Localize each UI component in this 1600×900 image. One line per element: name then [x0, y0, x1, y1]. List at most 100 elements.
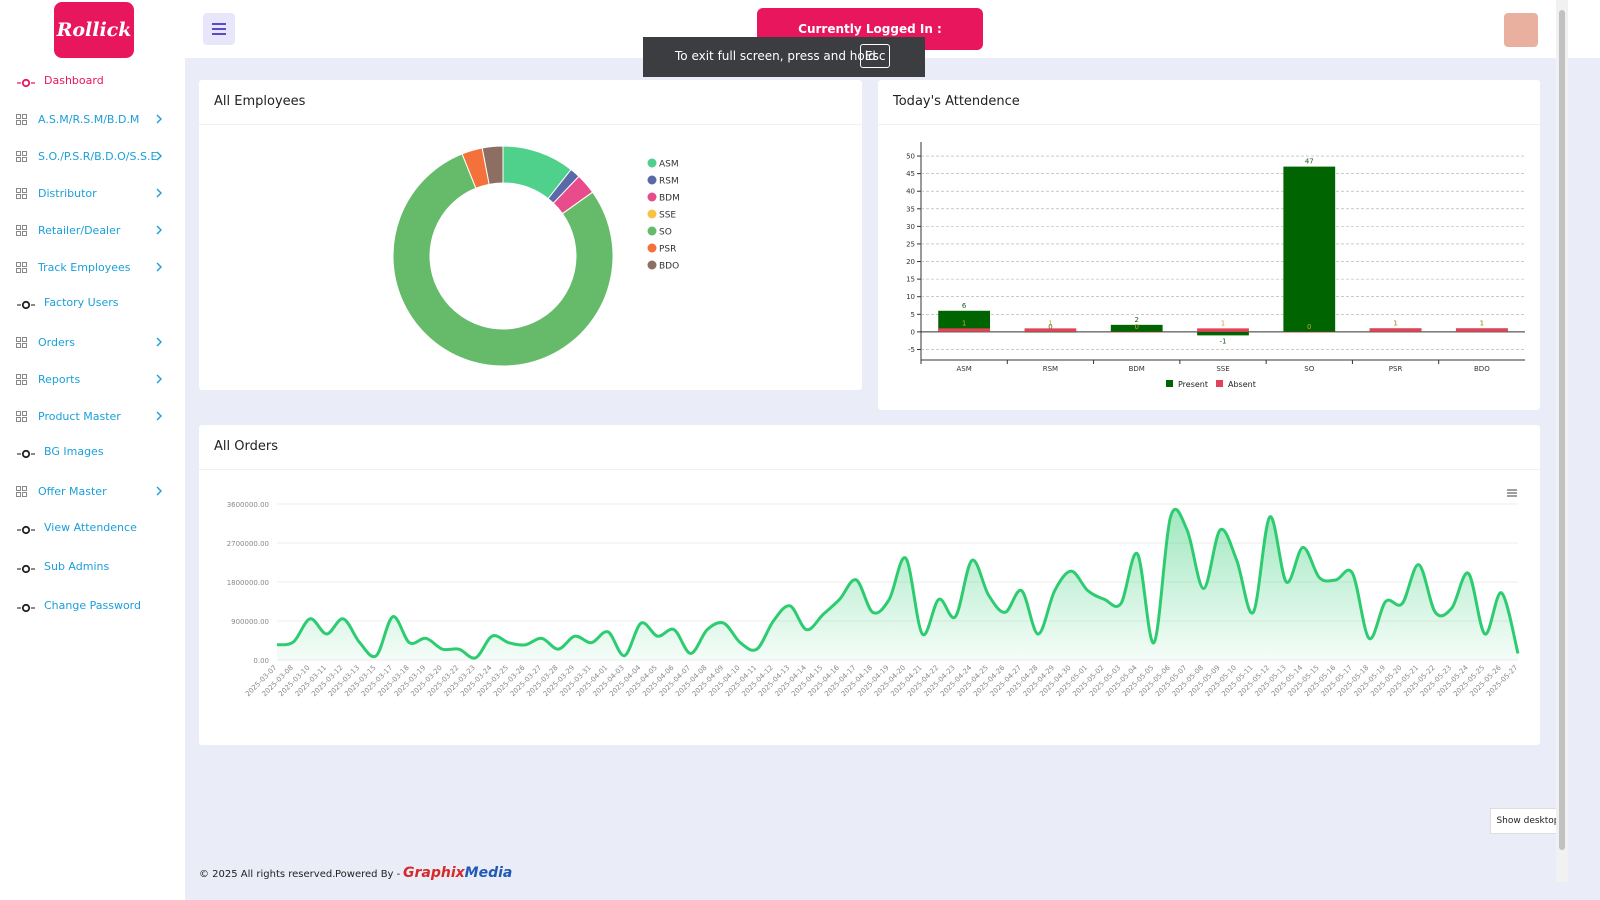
legend-swatch [1166, 380, 1173, 387]
nav-item[interactable]: Reports [0, 371, 185, 391]
data-label: 6 [962, 302, 967, 310]
powered-by: Powered By - [335, 869, 401, 880]
card-title: Today's Attendence [893, 94, 1020, 109]
x-tick-label: SSE [1216, 365, 1229, 373]
bar [1283, 166, 1336, 332]
separator [199, 124, 862, 125]
chevron [156, 411, 162, 421]
nav-item[interactable]: View Attendence [0, 519, 185, 539]
nav-item[interactable]: Sub Admins [0, 558, 185, 578]
bar [1197, 328, 1249, 332]
scroll-thumb[interactable] [1559, 10, 1565, 850]
nav-label: Factory Users [44, 296, 119, 309]
nav-label: Distributor [38, 187, 97, 200]
tooltip: Show desktop [1490, 808, 1566, 834]
legend-label: Absent [1228, 380, 1256, 389]
avatar[interactable] [1504, 13, 1538, 47]
donut-chart: ASM RSM BDM SSE SO PSR BDO [392, 145, 680, 367]
data-label: 1 [1393, 319, 1397, 327]
nav-item[interactable]: Track Employees [0, 259, 185, 279]
nav-item[interactable]: S.O./P.S.R/B.D.O/S.S.E [0, 148, 185, 168]
data-label: 0 [1048, 323, 1052, 331]
y-tick-label: 30 [906, 223, 915, 231]
y-tick-label: 45 [906, 170, 915, 178]
grid-icon [16, 114, 27, 125]
nav-item[interactable]: Offer Master [0, 483, 185, 503]
nav-item[interactable]: Product Master [0, 408, 185, 428]
nav-label: Change Password [44, 599, 141, 612]
y-tick-label: 10 [906, 293, 915, 301]
legend-label: SSE [659, 211, 676, 221]
x-tick-label: ASM [957, 365, 972, 373]
chevron [156, 114, 162, 124]
chart-menu[interactable] [1507, 489, 1517, 497]
y-tick-label: -5 [908, 346, 915, 354]
bar [1455, 328, 1508, 332]
data-label: 2 [1134, 316, 1138, 324]
data-label: -1 [1220, 337, 1227, 345]
separator [878, 124, 1540, 125]
menu-toggle[interactable] [203, 13, 235, 45]
dot-icon [17, 300, 35, 310]
chevron [156, 486, 162, 496]
data-label: 0 [1307, 323, 1311, 331]
y-tick-label: 40 [906, 188, 915, 196]
x-tick-label: RSM [1043, 365, 1058, 373]
separator [199, 469, 1540, 470]
card-title: All Orders [214, 439, 278, 454]
bar [938, 328, 991, 332]
sidebar: Rollick Dashboard A.S.M/R.S.M/B.D.M S.O.… [0, 0, 185, 900]
bar [1110, 331, 1163, 333]
attendance-card: Today's Attendence -5 0 5 10 15 20 25 30 35 40 45 5… [878, 80, 1540, 410]
bar [1283, 331, 1336, 333]
nav-item[interactable]: A.S.M/R.S.M/B.D.M [0, 111, 185, 131]
nav-label: Product Master [38, 410, 121, 423]
bar [1110, 324, 1163, 332]
y-tick-label: 3600000.00 [227, 501, 269, 509]
y-tick-label: 2700000.00 [227, 540, 269, 548]
nav-item[interactable]: Factory Users [0, 294, 185, 314]
legend-swatch [647, 260, 657, 270]
y-tick-label: 0 [911, 328, 915, 336]
data-label: 47 [1305, 158, 1314, 166]
nav-item[interactable]: Retailer/Dealer [0, 222, 185, 242]
grid-icon [16, 486, 27, 497]
x-tick-label: PSR [1389, 365, 1403, 373]
donut-slice [392, 153, 614, 367]
bar [938, 310, 991, 332]
nav-label: BG Images [44, 445, 104, 458]
chevron [156, 374, 162, 384]
area-chart: 0.00 900000.00 1800000.00 2700000.00 3600000… [227, 489, 1520, 698]
grid-icon [16, 337, 27, 348]
data-label: 0 [1134, 323, 1138, 331]
nav-item[interactable]: Change Password [0, 597, 185, 617]
grid-icon [16, 188, 27, 199]
notice-key: Esc [860, 44, 891, 68]
legend-label: SO [659, 228, 672, 238]
vendor-logo[interactable]: GraphixMedia [403, 865, 512, 881]
nav-item[interactable]: Orders [0, 334, 185, 354]
bar [1024, 328, 1077, 332]
x-tick-label: BDO [1474, 365, 1490, 373]
data-label: 1 [1393, 319, 1397, 327]
x-tick-label: SO [1304, 365, 1314, 373]
dot-icon [17, 78, 35, 88]
y-tick-label: 0.00 [253, 657, 269, 665]
bar [1369, 328, 1422, 332]
nav-item[interactable]: Dashboard [0, 72, 185, 92]
y-tick-label: 1800000.00 [227, 579, 269, 587]
nav-item[interactable]: BG Images [0, 443, 185, 463]
fullscreen-notice: To exit full screen, press and hold Esc [643, 37, 925, 77]
y-tick-label: 20 [906, 258, 915, 266]
dot-icon [17, 449, 35, 459]
scrollbar[interactable] [1556, 0, 1568, 882]
nav-label: View Attendence [44, 521, 137, 534]
legend-label: BDO [659, 262, 679, 272]
logo-text: Rollick [56, 19, 132, 41]
y-tick-label: 50 [906, 153, 915, 161]
nav-item[interactable]: Distributor [0, 185, 185, 205]
legend-swatch [647, 209, 657, 219]
logo[interactable]: Rollick [54, 2, 134, 58]
grid-icon [16, 411, 27, 422]
